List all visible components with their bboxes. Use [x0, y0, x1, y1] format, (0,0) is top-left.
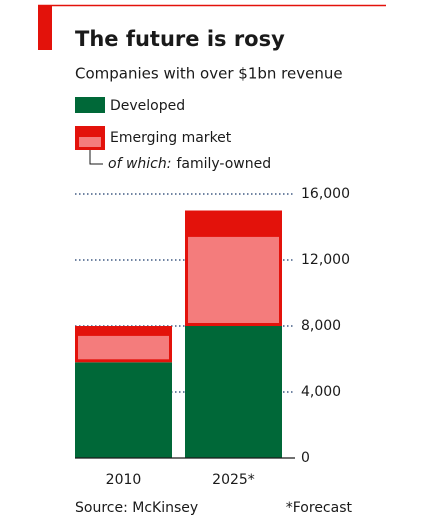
y-tick-label: 4,000 [301, 384, 341, 400]
y-tick-label: 12,000 [301, 252, 350, 268]
chart-subtitle: Companies with over $1bn revenue [75, 65, 343, 83]
x-tick-label: 2025* [212, 472, 255, 488]
y-tick-label: 0 [301, 450, 310, 466]
legend-label: of which: family-owned [108, 156, 271, 172]
legend-prefix: of which: [108, 156, 171, 172]
legend-swatch [79, 137, 101, 147]
legend-label: Emerging market [110, 130, 232, 146]
legend-label: family-owned [176, 156, 271, 172]
chart-title: The future is rosy [75, 27, 285, 51]
accent-block [38, 5, 52, 50]
note: *Forecast [286, 500, 353, 516]
legend-swatch [75, 97, 105, 113]
y-tick-label: 8,000 [301, 318, 341, 334]
legend-bracket [89, 150, 103, 165]
y-tick-label: 16,000 [301, 186, 350, 202]
source: Source: McKinsey [75, 500, 198, 516]
x-tick-label: 2010 [106, 472, 142, 488]
bar [188, 236, 279, 323]
bar [78, 335, 169, 360]
bar [185, 326, 282, 458]
legend-label: Developed [110, 98, 185, 114]
bar [75, 362, 172, 458]
